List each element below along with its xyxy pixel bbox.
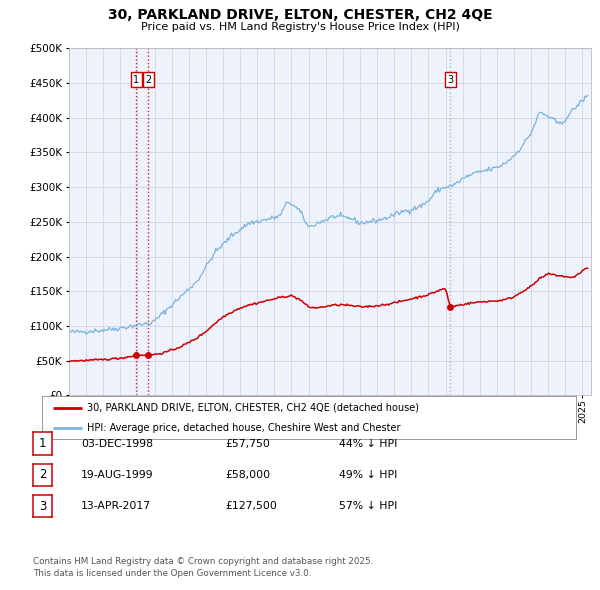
Text: HPI: Average price, detached house, Cheshire West and Chester: HPI: Average price, detached house, Ches… [88,423,401,433]
Text: 30, PARKLAND DRIVE, ELTON, CHESTER, CH2 4QE (detached house): 30, PARKLAND DRIVE, ELTON, CHESTER, CH2 … [88,402,419,412]
Text: This data is licensed under the Open Government Licence v3.0.: This data is licensed under the Open Gov… [33,569,311,578]
Text: £57,750: £57,750 [225,439,270,448]
Text: 1: 1 [39,437,46,450]
Text: 1: 1 [133,74,139,84]
Text: £127,500: £127,500 [225,502,277,511]
Text: 03-DEC-1998: 03-DEC-1998 [81,439,153,448]
Text: Price paid vs. HM Land Registry's House Price Index (HPI): Price paid vs. HM Land Registry's House … [140,22,460,32]
Text: 2: 2 [145,74,151,84]
Text: £58,000: £58,000 [225,470,270,480]
Text: 2: 2 [39,468,46,481]
Text: 13-APR-2017: 13-APR-2017 [81,502,151,511]
Text: 57% ↓ HPI: 57% ↓ HPI [339,502,397,511]
Text: Contains HM Land Registry data © Crown copyright and database right 2025.: Contains HM Land Registry data © Crown c… [33,557,373,566]
Text: 3: 3 [39,500,46,513]
Text: 49% ↓ HPI: 49% ↓ HPI [339,470,397,480]
Text: 3: 3 [447,74,454,84]
Text: 44% ↓ HPI: 44% ↓ HPI [339,439,397,448]
Text: 19-AUG-1999: 19-AUG-1999 [81,470,154,480]
Text: 30, PARKLAND DRIVE, ELTON, CHESTER, CH2 4QE: 30, PARKLAND DRIVE, ELTON, CHESTER, CH2 … [107,8,493,22]
